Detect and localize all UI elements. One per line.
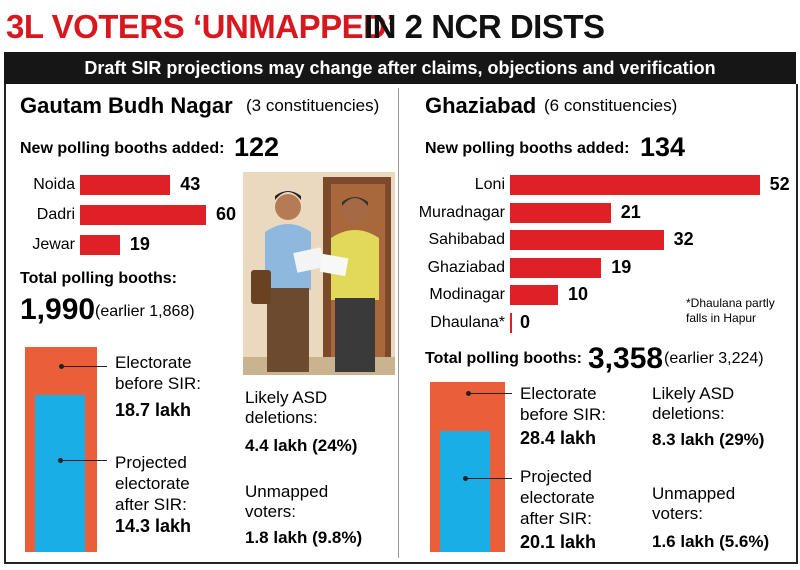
unmapped-value: 1.8 lakh (9.8%) (245, 528, 363, 547)
subtitle-banner: Draft SIR projections may change after c… (4, 52, 796, 84)
booths-added: 122 (234, 132, 280, 162)
booths-added: 134 (640, 132, 686, 162)
category-label: Dhaulana* (430, 313, 505, 331)
person-shirt (331, 230, 379, 300)
divider (398, 88, 399, 558)
value-label: 43 (180, 174, 201, 194)
paper (293, 247, 325, 273)
leader-dot (58, 458, 63, 463)
person-head (342, 199, 368, 225)
electorate-value: 20.1 lakh (520, 532, 597, 552)
leader-line (60, 460, 107, 461)
category-label: Modinagar (429, 286, 505, 303)
asd-value: 8.3 lakh (29%) (652, 430, 765, 449)
bar (80, 205, 206, 225)
leader-dot (463, 476, 468, 481)
asd-value: 4.4 lakh (24%) (245, 436, 358, 455)
footnote: *Dhaulana partly falls in Hapur (686, 296, 775, 325)
category-label: Noida (33, 176, 75, 193)
electorate-label: Projected electorate after SIR: (115, 453, 190, 514)
category-label: Sahibabad (428, 231, 505, 248)
bar (510, 230, 664, 250)
paper (319, 253, 349, 277)
bar (510, 202, 611, 223)
electorate-value: 18.7 lakh (115, 400, 192, 420)
value-label: 19 (129, 234, 150, 254)
bar (510, 257, 602, 278)
total-booths: 1,990 (20, 293, 96, 326)
hair (275, 191, 301, 200)
leader-line (61, 366, 107, 367)
bag (251, 270, 271, 304)
electorate-bar (440, 431, 490, 552)
category-label: Loni (474, 176, 505, 193)
total-label: Total polling booths: (20, 270, 177, 287)
frame (4, 84, 798, 564)
person-shirt (265, 224, 311, 290)
category-label: Jewar (32, 236, 75, 253)
electorate-label: Electorate before SIR: (115, 353, 201, 393)
person-head (275, 194, 301, 220)
leader-line (467, 393, 512, 394)
title-rest: IN 2 NCR DISTS (364, 8, 605, 45)
booths-added-label: New polling booths added: (20, 140, 225, 157)
illustration (243, 172, 395, 375)
electorate-label: Projected electorate after SIR: (520, 467, 595, 528)
title-highlight: 3L VOTERS ‘UNMAPPED’ (6, 8, 396, 45)
person-trousers (335, 298, 375, 372)
hair (342, 197, 368, 206)
district-name: Gautam Budh Nagar (20, 93, 233, 118)
value-label: 52 (769, 174, 790, 194)
total-booths: 3,358 (588, 342, 664, 375)
total-label: Total polling booths: (425, 350, 582, 367)
asd-label: Likely ASD deletions: (652, 384, 735, 423)
value-label: 21 (620, 201, 641, 222)
category-label: Dadri (36, 206, 75, 223)
category-label: Ghaziabad (427, 258, 505, 276)
asd-label: Likely ASD deletions: (245, 388, 328, 427)
booths-added-label: New polling booths added: (425, 140, 630, 157)
leader-dot (465, 391, 471, 396)
category-label: Muradnagar (418, 203, 505, 221)
electorate-value: 14.3 lakh (115, 516, 192, 536)
bar (510, 312, 512, 333)
person-trousers (267, 288, 309, 372)
value-label: 10 (568, 284, 589, 304)
bar (510, 175, 760, 195)
value-label: 0 (520, 311, 531, 332)
bar (510, 285, 558, 305)
unmapped-value: 1.6 lakh (5.6%) (652, 532, 770, 551)
earlier-booths: (earlier 1,868) (95, 303, 195, 320)
leader-line (465, 478, 512, 479)
bar (80, 175, 171, 195)
leader-dot (59, 364, 64, 369)
electorate-value: 28.4 lakh (520, 428, 597, 448)
earlier-booths: (earlier 3,224) (664, 350, 764, 367)
value-label: 19 (611, 256, 632, 277)
unmapped-label: Unmapped voters: (245, 482, 329, 521)
value-label: 32 (673, 229, 694, 249)
value-label: 60 (216, 204, 237, 224)
electorate-label: Electorate before SIR: (520, 384, 606, 424)
district-name: Ghaziabad (425, 93, 537, 118)
electorate-bar (35, 395, 85, 552)
district-note: (6 constituencies) (544, 96, 678, 115)
district-note: (3 constituencies) (246, 96, 380, 115)
unmapped-label: Unmapped voters: (652, 484, 736, 523)
bar (80, 235, 120, 255)
